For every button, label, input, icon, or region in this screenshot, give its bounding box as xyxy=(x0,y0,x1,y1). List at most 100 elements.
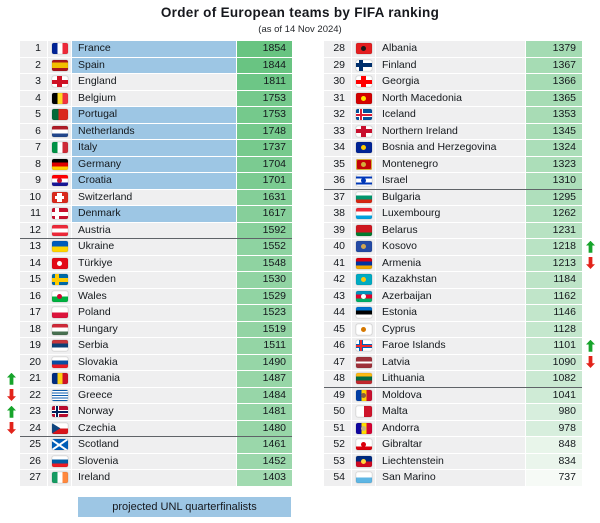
rank-cell: 26 xyxy=(20,453,47,469)
trend-cell xyxy=(4,437,19,453)
team-row: 42 Kazakhstan 1184 xyxy=(324,272,598,288)
rating-cell: 1090 xyxy=(526,354,582,370)
flag-icon xyxy=(355,290,372,302)
rating-cell: 1324 xyxy=(526,140,582,156)
team-name: Israel xyxy=(376,173,525,189)
rank-cell: 1 xyxy=(20,41,47,57)
rank-cell: 35 xyxy=(324,156,351,172)
flag-cell xyxy=(352,321,375,337)
trend-cell xyxy=(583,140,598,156)
flag-icon xyxy=(51,59,68,71)
trend-cell xyxy=(583,206,598,222)
flag-cell xyxy=(48,420,71,436)
team-row: 47 Latvia 1090 xyxy=(324,354,598,370)
trend-cell xyxy=(4,124,19,140)
rating-cell: 1041 xyxy=(526,387,582,403)
rank-cell: 30 xyxy=(324,74,351,90)
rating-cell: 1379 xyxy=(526,41,582,57)
rating-cell: 1490 xyxy=(237,354,292,370)
flag-icon xyxy=(51,43,68,55)
rank-cell: 20 xyxy=(20,354,47,370)
flag-icon xyxy=(51,472,68,484)
flag-icon xyxy=(355,191,372,203)
flag-icon xyxy=(51,257,68,269)
trend-cell xyxy=(4,58,19,74)
team-name: Slovenia xyxy=(72,453,236,469)
rating-cell: 1552 xyxy=(237,239,292,255)
team-row: 28 Albania 1379 xyxy=(324,41,598,57)
pot-divider xyxy=(20,238,292,239)
flag-cell xyxy=(352,107,375,123)
trend-cell xyxy=(4,107,19,123)
trend-cell xyxy=(4,470,19,486)
rank-cell: 15 xyxy=(20,272,47,288)
rating-cell: 1082 xyxy=(526,371,582,387)
team-row: 36 Israel 1310 xyxy=(324,173,598,189)
rank-cell: 22 xyxy=(20,387,47,403)
team-row: 8 Germany 1704 xyxy=(4,156,292,172)
rank-cell: 51 xyxy=(324,420,351,436)
trend-cell xyxy=(583,454,598,470)
flag-cell xyxy=(48,272,71,288)
flag-cell xyxy=(48,305,71,321)
rating-cell: 1128 xyxy=(526,321,582,337)
rank-cell: 17 xyxy=(20,305,47,321)
trend-up-icon xyxy=(7,405,16,418)
flag-icon xyxy=(355,356,372,368)
team-name: Estonia xyxy=(376,305,525,321)
flag-cell xyxy=(352,41,375,57)
flag-icon xyxy=(51,307,68,319)
flag-cell xyxy=(352,57,375,73)
rank-cell: 8 xyxy=(20,156,47,172)
rank-cell: 3 xyxy=(20,74,47,90)
rating-cell: 1523 xyxy=(237,305,292,321)
page-title: Order of European teams by FIFA ranking xyxy=(160,5,440,20)
flag-cell xyxy=(48,57,71,73)
flag-icon xyxy=(355,307,372,319)
rank-cell: 40 xyxy=(324,239,351,255)
rank-cell: 4 xyxy=(20,90,47,106)
rating-cell: 1231 xyxy=(526,222,582,238)
flag-cell xyxy=(48,90,71,106)
trend-cell xyxy=(4,388,19,404)
flag-icon xyxy=(51,422,68,434)
flag-cell xyxy=(352,288,375,304)
rating-cell: 1295 xyxy=(526,189,582,205)
team-row: 25 Scotland 1461 xyxy=(4,437,292,453)
rating-cell: 1704 xyxy=(237,156,292,172)
flag-icon xyxy=(51,158,68,170)
flag-icon xyxy=(355,373,372,385)
rating-cell: 1753 xyxy=(237,107,292,123)
team-name: Portugal xyxy=(72,107,236,123)
flag-icon xyxy=(51,125,68,137)
rating-cell: 1592 xyxy=(237,222,292,238)
rank-cell: 6 xyxy=(20,123,47,139)
rating-cell: 1530 xyxy=(237,272,292,288)
rating-cell: 1461 xyxy=(237,437,292,453)
team-name: Azerbaijan xyxy=(376,288,525,304)
rating-cell: 1487 xyxy=(237,371,292,387)
flag-icon xyxy=(355,472,372,484)
rank-cell: 10 xyxy=(20,189,47,205)
flag-icon xyxy=(355,455,372,467)
flag-cell xyxy=(48,189,71,205)
flag-icon xyxy=(355,274,372,286)
trend-cell xyxy=(4,305,19,321)
rating-cell: 978 xyxy=(526,420,582,436)
trend-cell xyxy=(4,190,19,206)
rating-cell: 848 xyxy=(526,437,582,453)
flag-cell xyxy=(352,404,375,420)
team-name: Netherlands xyxy=(72,123,236,139)
trend-cell xyxy=(583,437,598,453)
team-row: 49 Moldova 1041 xyxy=(324,387,598,403)
flag-cell xyxy=(48,354,71,370)
flag-icon xyxy=(51,406,68,418)
team-row: 41 Armenia 1213 xyxy=(324,255,598,271)
team-name: Slovakia xyxy=(72,354,236,370)
rating-cell: 1353 xyxy=(526,107,582,123)
trend-cell xyxy=(583,239,598,255)
trend-down-icon xyxy=(7,422,16,434)
team-name: Luxembourg xyxy=(376,206,525,222)
team-name: Germany xyxy=(72,156,236,172)
team-name: Finland xyxy=(376,57,525,73)
